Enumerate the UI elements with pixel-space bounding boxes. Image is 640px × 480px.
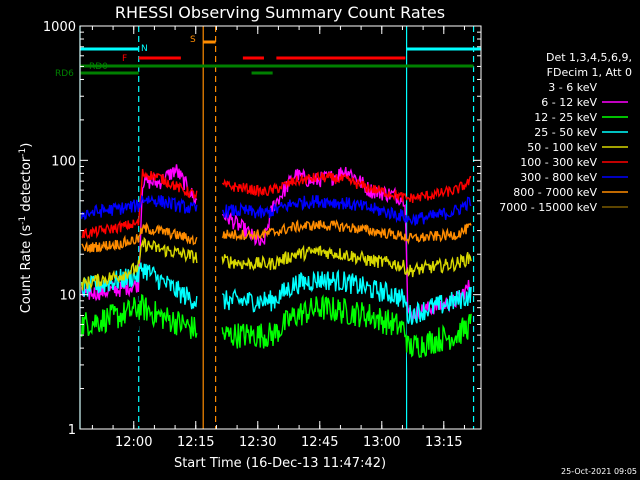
plot-area: N S F RD0 RD6 xyxy=(55,25,482,430)
legend-label-1: 6 - 12 keV xyxy=(541,96,597,109)
legend-header-1: Det 1,3,4,5,6,9, xyxy=(546,51,632,64)
series-line-2 xyxy=(81,293,472,359)
legend-label-4: 50 - 100 keV xyxy=(527,141,597,154)
timestamp: 25-Oct-2021 09:05 xyxy=(561,467,637,476)
y-label-part-1: Count Rate (s xyxy=(19,225,34,314)
flag-label-rd6: RD6 xyxy=(55,69,74,79)
y-label-part-2: detector xyxy=(19,156,34,216)
series-line-4 xyxy=(81,236,472,291)
flags-layer: N S F RD0 RD6 xyxy=(55,35,481,79)
legend-label-5: 100 - 300 keV xyxy=(520,156,597,169)
flag-label-rd0: RD0 xyxy=(89,62,108,72)
legend-label-6: 300 - 800 keV xyxy=(520,171,597,184)
y-tick-label-0: 1 xyxy=(68,423,76,438)
chart-title: RHESSI Observing Summary Count Rates xyxy=(115,3,445,22)
plot-frame xyxy=(79,25,482,430)
legend-header-2: FDecim 1, Att 0 xyxy=(547,66,632,79)
x-axis-label: Start Time (16-Dec-13 11:47:42) xyxy=(174,456,386,471)
y-tick-label-1: 10 xyxy=(59,289,76,304)
flag-label-night: N xyxy=(141,44,148,54)
x-tick-label-3: 12:45 xyxy=(301,435,338,450)
series-line-3 xyxy=(81,262,472,325)
y-label-part-3: ) xyxy=(19,143,34,148)
series-line-5 xyxy=(81,168,472,240)
flag-label-saa: S xyxy=(190,35,196,45)
y-label-sup-1: -1 xyxy=(18,216,28,225)
x-tick-label-5: 13:15 xyxy=(425,435,462,450)
y-axis: 1 10 100 1000 xyxy=(43,20,481,438)
legend: Det 1,3,4,5,6,9, FDecim 1, Att 0 3 - 6 k… xyxy=(499,51,632,214)
x-tick-label-2: 12:30 xyxy=(239,435,276,450)
legend-label-8: 7000 - 15000 keV xyxy=(499,201,597,214)
y-tick-label-2: 100 xyxy=(51,154,76,169)
legend-label-0: 3 - 6 keV xyxy=(548,81,597,94)
series-line-0 xyxy=(81,165,472,386)
legend-label-2: 12 - 25 keV xyxy=(534,111,597,124)
legend-label-3: 25 - 50 keV xyxy=(534,126,597,139)
y-label-sup-2: -1 xyxy=(18,148,28,157)
y-axis-label: Count Rate (s-1 detector-1) xyxy=(18,143,34,314)
x-tick-label-4: 13:00 xyxy=(363,435,400,450)
x-tick-label-1: 12:15 xyxy=(177,435,214,450)
x-tick-label-0: 12:00 xyxy=(115,435,152,450)
series-line-7 xyxy=(81,219,472,253)
series-layer xyxy=(81,164,472,386)
flag-label-flare: F xyxy=(122,54,127,64)
x-axis: 12:00 12:15 12:30 12:45 13:00 13:15 xyxy=(91,26,465,450)
series-line-6 xyxy=(81,194,472,226)
y-tick-label-3: 1000 xyxy=(43,20,76,35)
legend-label-7: 800 - 7000 keV xyxy=(513,186,597,199)
